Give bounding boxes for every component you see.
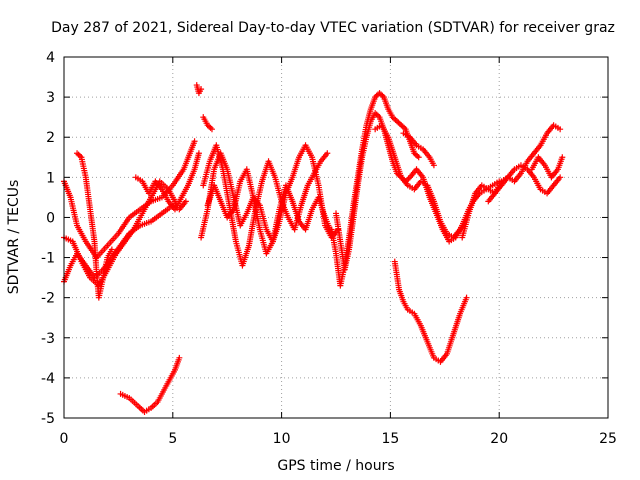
- series-arc-r: [485, 122, 564, 205]
- series-arc-o: [400, 130, 437, 169]
- data-point-marker: [176, 354, 183, 361]
- data-points: [61, 82, 566, 415]
- series-arc-d: [74, 150, 115, 301]
- series-arc-q: [459, 162, 564, 241]
- series-arc-k: [204, 166, 335, 257]
- data-point-marker: [198, 86, 205, 93]
- series-arc-s: [528, 154, 566, 181]
- y-tick-label: 4: [46, 50, 55, 66]
- data-point-marker: [463, 294, 470, 301]
- x-tick-labels: 0 5 10 15 20 25: [60, 431, 617, 447]
- y-axis-label: SDTVAR / TECUs: [6, 180, 22, 295]
- series-arc-e: [132, 150, 202, 213]
- x-axis-label: GPS time / hours: [277, 458, 394, 474]
- y-tick-label: 1: [46, 170, 55, 186]
- data-point-marker: [195, 150, 202, 157]
- x-tick-label: 20: [490, 431, 508, 447]
- series-arc-g: [193, 82, 205, 97]
- data-point-marker: [557, 174, 564, 181]
- y-tick-label: -3: [41, 331, 55, 347]
- y-tick-label: 3: [46, 90, 55, 106]
- y-tick-label: 0: [46, 210, 55, 226]
- data-point-marker: [557, 126, 564, 133]
- series-arc-f: [117, 354, 183, 415]
- data-point-marker: [191, 138, 198, 145]
- x-tick-label: 0: [60, 431, 69, 447]
- x-tick-label: 5: [168, 431, 177, 447]
- y-tick-label: -2: [41, 291, 55, 307]
- series-arc-p: [391, 258, 470, 365]
- x-tick-label: 10: [273, 431, 291, 447]
- data-point-marker: [415, 154, 422, 161]
- data-point-marker: [559, 154, 566, 161]
- series-arc-h: [200, 114, 215, 133]
- data-point-marker: [208, 126, 215, 133]
- y-tick-label: -1: [41, 251, 55, 267]
- data-point-marker: [182, 198, 189, 205]
- data-point-marker: [324, 150, 331, 157]
- y-tick-label: 2: [46, 130, 55, 146]
- axis-ticks: [63, 56, 609, 419]
- data-point-marker: [108, 246, 115, 253]
- y-tick-label: -4: [41, 371, 55, 387]
- series-arc-n: [372, 122, 503, 241]
- y-tick-label: -5: [41, 411, 55, 427]
- plot-frame: [63, 56, 609, 419]
- x-tick-label: 15: [381, 431, 399, 447]
- data-point-marker: [430, 162, 437, 169]
- chart-title: Day 287 of 2021, Sidereal Day-to-day VTE…: [51, 20, 615, 36]
- y-tick-labels: -5 -4 -3 -2 -1 0 1 2 3 4: [41, 50, 55, 427]
- x-tick-label: 25: [599, 431, 617, 447]
- grid-lines: [64, 57, 608, 418]
